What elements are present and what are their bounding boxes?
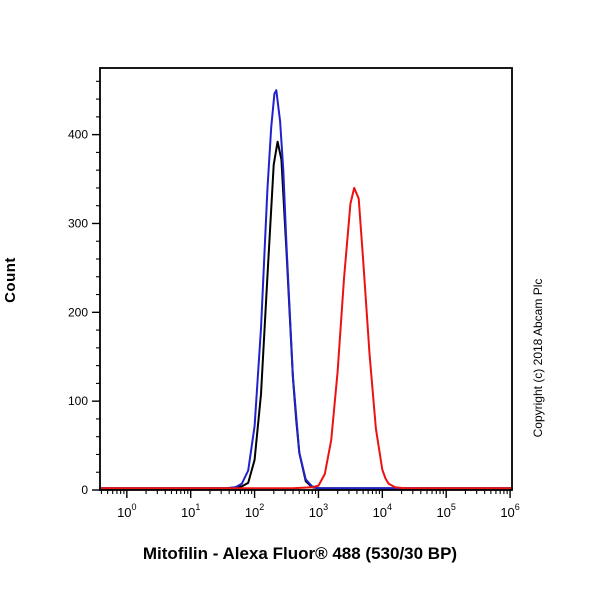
svg-text:102: 102 bbox=[245, 502, 264, 520]
svg-text:106: 106 bbox=[500, 502, 519, 520]
svg-text:400: 400 bbox=[68, 128, 88, 142]
svg-text:104: 104 bbox=[373, 502, 392, 520]
svg-text:200: 200 bbox=[68, 305, 88, 319]
svg-text:103: 103 bbox=[309, 502, 328, 520]
svg-text:300: 300 bbox=[68, 216, 88, 230]
y-axis-label: Count bbox=[2, 257, 19, 303]
x-axis-title: Mitofilin - Alexa Fluor® 488 (530/30 BP) bbox=[142, 544, 458, 563]
svg-text:105: 105 bbox=[436, 502, 455, 520]
svg-text:100: 100 bbox=[68, 394, 88, 408]
svg-text:0: 0 bbox=[81, 483, 88, 497]
svg-text:101: 101 bbox=[181, 502, 200, 520]
copyright-text: Copyright (c) 2018 Abcam Plc bbox=[531, 278, 545, 438]
svg-text:100: 100 bbox=[117, 502, 136, 520]
